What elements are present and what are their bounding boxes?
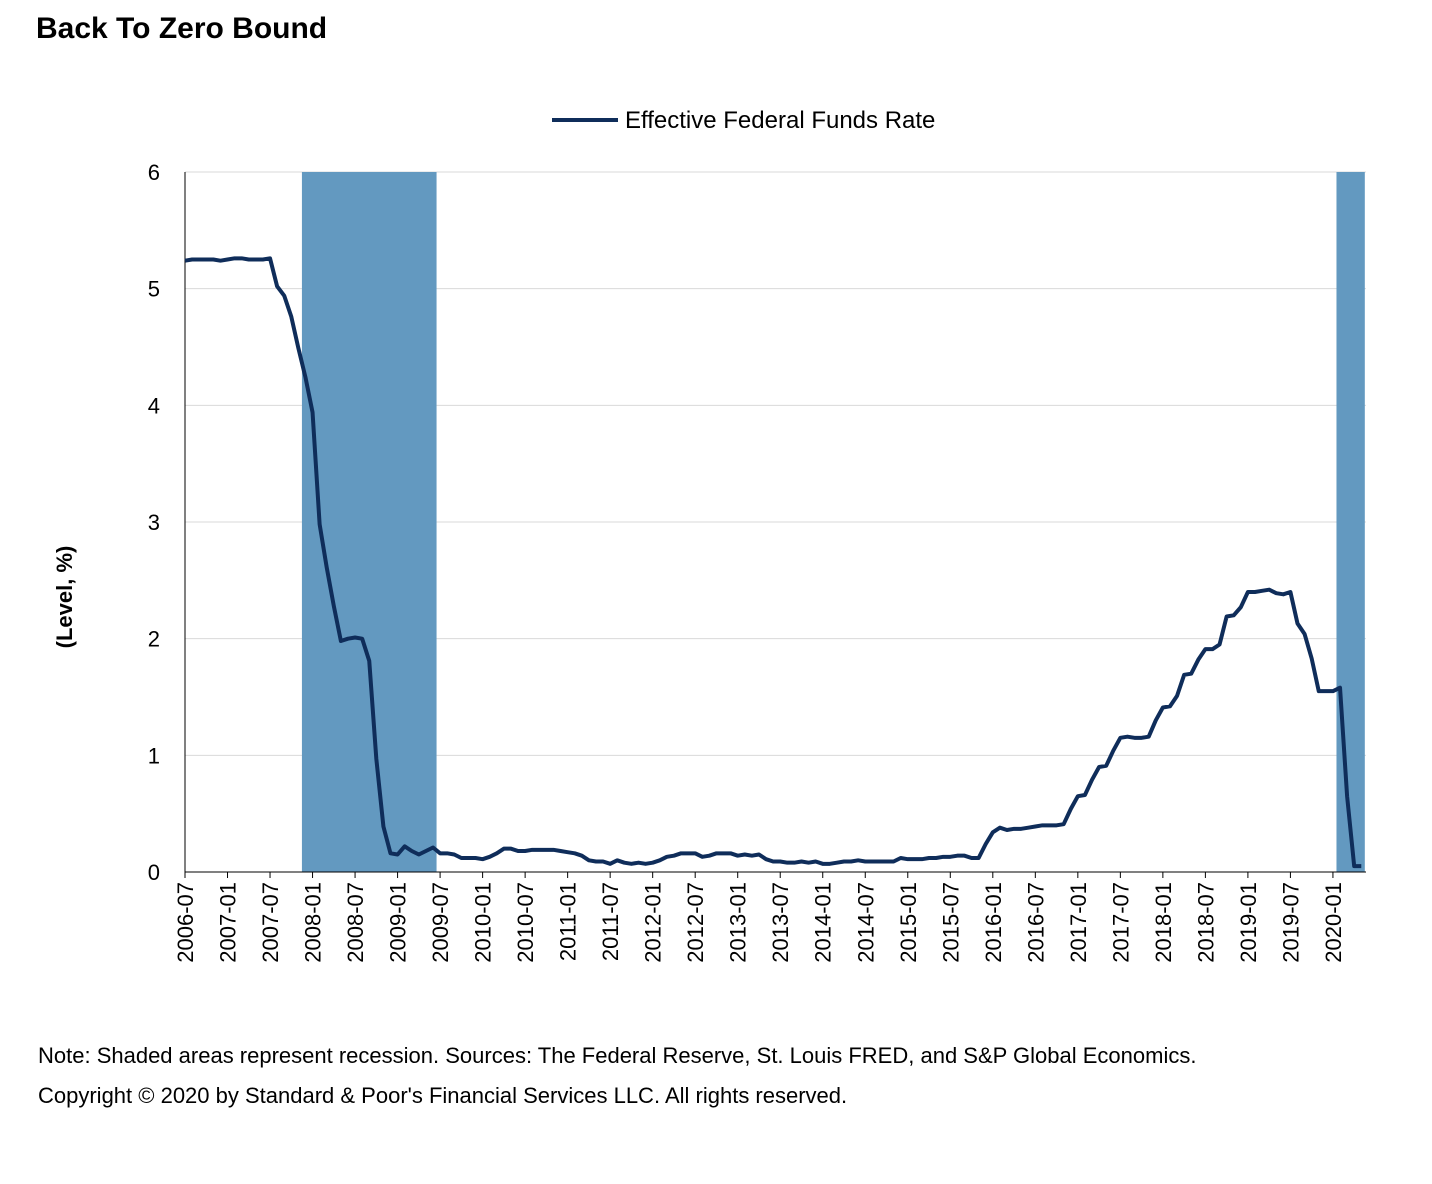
recession-band [1336,172,1365,872]
x-tick-label: 2018-01 [1151,882,1176,963]
note: Note: Shaded areas represent recession. … [38,1043,1197,1068]
x-tick-label: 2017-07 [1108,882,1133,963]
y-tick-label: 0 [148,860,160,885]
x-tick-label: 2019-07 [1278,882,1303,963]
x-tick-label: 2010-01 [471,882,496,963]
x-tick-label: 2016-07 [1023,882,1048,963]
y-tick-label: 3 [148,510,160,535]
x-tick-label: 2010-07 [513,882,538,963]
x-tick-label: 2014-01 [811,882,836,963]
y-tick-label: 1 [148,743,160,768]
x-tick-label: 2009-07 [428,882,453,963]
x-tick-label: 2008-07 [343,882,368,963]
x-tick-label: 2015-07 [938,882,963,963]
y-tick-label: 5 [148,277,160,302]
y-axis-title: (Level, %) [52,546,77,649]
x-tick-label: 2012-01 [641,882,666,963]
recession-band [301,172,437,872]
x-tick-label: 2016-01 [981,882,1006,963]
y-tick-label: 6 [148,160,160,185]
x-tick-label: 2017-01 [1066,882,1091,963]
y-tick-label: 2 [148,627,160,652]
x-tick-label: 2006-07 [173,882,198,963]
copyright: Copyright © 2020 by Standard & Poor's Fi… [38,1083,848,1108]
x-tick-label: 2013-01 [726,882,751,963]
chart-title: Back To Zero Bound [36,12,327,45]
legend-label: Effective Federal Funds Rate [625,107,935,134]
x-tick-label: 2011-01 [556,882,581,961]
x-tick-label: 2011-07 [598,882,623,961]
x-tick-label: 2009-01 [386,882,411,963]
x-tick-label: 2014-07 [853,882,878,963]
y-tick-label: 4 [148,393,160,418]
x-tick-label: 2008-01 [301,882,326,963]
x-tick-label: 2013-07 [768,882,793,963]
x-tick-label: 2018-07 [1193,882,1218,963]
notes: Note: Shaded areas represent recession. … [38,1036,1276,1116]
chart: Back To Zero Bound (Level, %) 0 1 2 3 4 5 6 200… [36,12,1366,963]
x-tick-label: 2007-07 [258,882,283,963]
x-tick-label: 2019-01 [1236,882,1261,963]
x-tick-label: 2015-01 [896,882,921,963]
x-tick-label: 2012-07 [683,882,708,963]
x-tick-label: 2020-01 [1321,882,1346,963]
x-tick-label: 2007-01 [216,882,241,963]
line-series [184,256,1362,869]
